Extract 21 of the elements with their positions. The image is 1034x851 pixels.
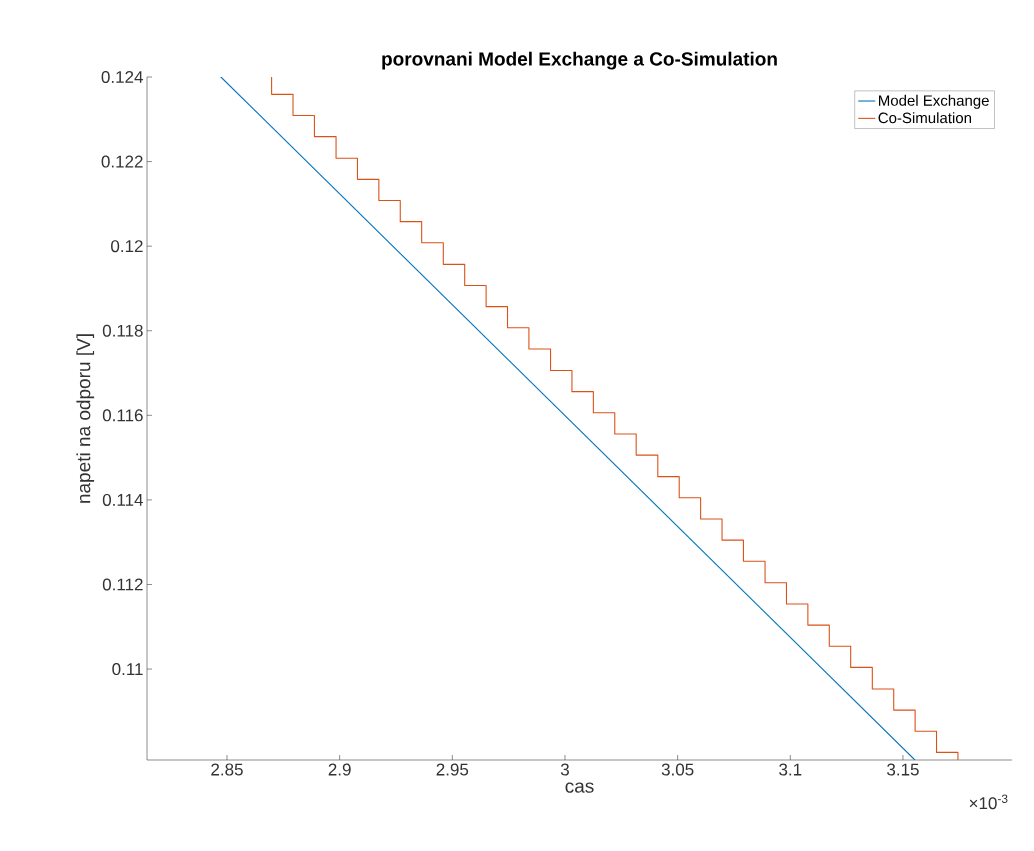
y-tick-label: 0.112 xyxy=(102,578,143,591)
x-tick-label: 3.05 xyxy=(661,763,694,776)
x-tick-label: 3.1 xyxy=(779,763,802,776)
x-axis-title: cas xyxy=(565,782,594,793)
x-tick-label: 3 xyxy=(560,763,569,776)
y-tick-label: 0.118 xyxy=(102,324,143,337)
y-tick-label: 0.116 xyxy=(102,409,143,422)
y-tick-label: 0.12 xyxy=(111,240,143,253)
legend-label: Co-Simulation xyxy=(878,112,972,124)
chart-title: porovnani Model Exchange a Co-Simulation xyxy=(382,51,777,70)
y-tick-label: 0.114 xyxy=(102,493,143,506)
y-tick-label: 0.124 xyxy=(101,70,143,84)
text: ×10$^{-3}$ xyxy=(969,794,1008,810)
x-tick-label: 3.15 xyxy=(887,763,919,776)
legend-label: Model Exchange xyxy=(879,94,989,109)
y-tick-label: 0.11 xyxy=(112,663,143,676)
x-tick-label: 2.85 xyxy=(211,763,243,776)
y-axis-title: napeti na odporu [V] xyxy=(76,334,95,503)
y-tick-label: 0.122 xyxy=(101,155,143,168)
x-tick-label: 2.9 xyxy=(328,763,351,776)
x-tick-label: 2.95 xyxy=(436,763,469,776)
